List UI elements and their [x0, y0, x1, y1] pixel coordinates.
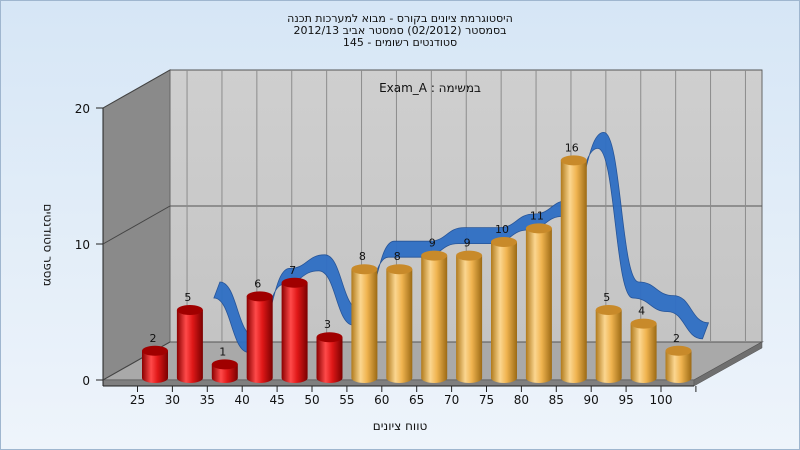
x-tick-label: 90	[584, 393, 599, 407]
bar-25: 2	[142, 332, 168, 383]
bar-40: 6	[246, 277, 273, 383]
data-label: 2	[150, 332, 157, 345]
bar-body	[316, 337, 343, 383]
bar-top	[665, 345, 692, 356]
x-tick-label: 25	[130, 393, 145, 407]
bar-body	[560, 160, 587, 383]
data-label: 5	[184, 291, 191, 304]
bar-95: 4	[630, 305, 657, 383]
y-tick-label: 20	[75, 102, 90, 116]
data-label: 6	[254, 277, 261, 290]
data-label: 11	[530, 209, 544, 222]
x-tick-label: 100	[650, 393, 673, 407]
bar-top	[525, 223, 552, 234]
bar-body	[491, 242, 517, 383]
data-label: 10	[495, 223, 509, 236]
bar-body	[281, 282, 308, 383]
data-label: 9	[429, 237, 436, 250]
bar-65: 9	[421, 237, 448, 383]
x-tick-label: 70	[444, 393, 459, 407]
bar-70: 9	[456, 237, 483, 383]
bar-body	[421, 255, 448, 383]
bar-top	[456, 250, 483, 261]
data-label: 2	[673, 332, 680, 345]
bar-body	[211, 364, 238, 383]
x-tick-label: 60	[374, 393, 389, 407]
bar-55: 8	[351, 250, 378, 383]
data-label: 8	[394, 250, 401, 263]
chart-title-line-1: היסטוגרמת ציונים בקורס - מבוא למערכות תכ…	[287, 12, 513, 25]
data-label: 1	[219, 345, 226, 358]
bar-top	[595, 305, 622, 315]
data-label: 8	[359, 250, 366, 263]
x-tick-label: 35	[200, 393, 215, 407]
bar-body	[525, 228, 552, 383]
bar-body	[246, 296, 273, 383]
chart-title-line-2: בסמסטר (02/2012) סמסטר אביב 2012/13	[293, 24, 507, 37]
bar-50: 3	[316, 318, 343, 383]
gridline-left-10	[102, 205, 171, 245]
y-axis-label: מספר סטודנטים	[41, 204, 55, 287]
bar-top	[316, 332, 343, 343]
bar-75: 10	[491, 223, 517, 383]
data-label: 3	[324, 318, 331, 331]
chart-subtitle: Exam_A : במשימה	[379, 81, 481, 95]
bar-body	[386, 269, 413, 383]
x-tick-label: 85	[549, 393, 564, 407]
y-tick-label: 0	[82, 374, 90, 388]
bar-body	[176, 310, 203, 383]
bar-100: 2	[665, 332, 692, 383]
grid-layer	[102, 69, 762, 381]
data-label: 9	[464, 237, 471, 250]
bar-body	[665, 350, 692, 383]
data-label: 4	[638, 305, 645, 318]
bar-top	[246, 291, 273, 302]
x-axis-label: טווח ציונים	[373, 419, 428, 433]
x-tick-label: 50	[304, 393, 319, 407]
bar-80: 11	[525, 209, 552, 383]
data-label: 7	[289, 264, 296, 277]
x-tick-label: 45	[269, 393, 284, 407]
bar-top	[281, 277, 308, 288]
y-tick-label: 10	[75, 238, 90, 252]
bar-body	[630, 323, 657, 383]
x-tick-label: 95	[618, 393, 633, 407]
gridline-left-20	[102, 69, 171, 109]
bar-top	[630, 318, 657, 329]
x-tick-label: 75	[479, 393, 494, 407]
bar-45: 7	[281, 264, 308, 383]
bar-body	[595, 310, 622, 383]
bar-top	[211, 359, 238, 370]
floor-side-edge	[693, 341, 763, 387]
bar-top	[421, 250, 448, 261]
x-tick-label: 30	[165, 393, 180, 407]
bar-top	[491, 237, 517, 247]
x-tick-label: 55	[339, 393, 354, 407]
bar-body	[456, 255, 483, 383]
chart-title-line-3: סטודנטים רשומים - 145	[342, 36, 458, 49]
bar-top	[142, 345, 168, 356]
bar-body	[351, 269, 378, 383]
bar-top	[386, 264, 413, 275]
bar-35: 1	[211, 345, 238, 383]
data-label: 5	[603, 291, 610, 304]
y-tick-layer: 0 10 20	[75, 102, 103, 388]
x-tick-layer: 25 30 35 40 45 50 55 60 65 70 75 80 85 90 95 100	[130, 386, 697, 407]
x-tick-label: 40	[235, 393, 250, 407]
bar-top	[560, 155, 587, 166]
bar-85: 16	[560, 141, 587, 383]
bar-90: 5	[595, 291, 622, 383]
bar-top	[176, 305, 203, 315]
bar-30: 5	[176, 291, 203, 383]
bar-60: 8	[386, 250, 413, 383]
x-tick-label: 65	[409, 393, 424, 407]
data-label: 16	[565, 141, 579, 154]
bar-top	[351, 264, 378, 275]
x-tick-label: 80	[514, 393, 529, 407]
bar-body	[142, 350, 168, 383]
